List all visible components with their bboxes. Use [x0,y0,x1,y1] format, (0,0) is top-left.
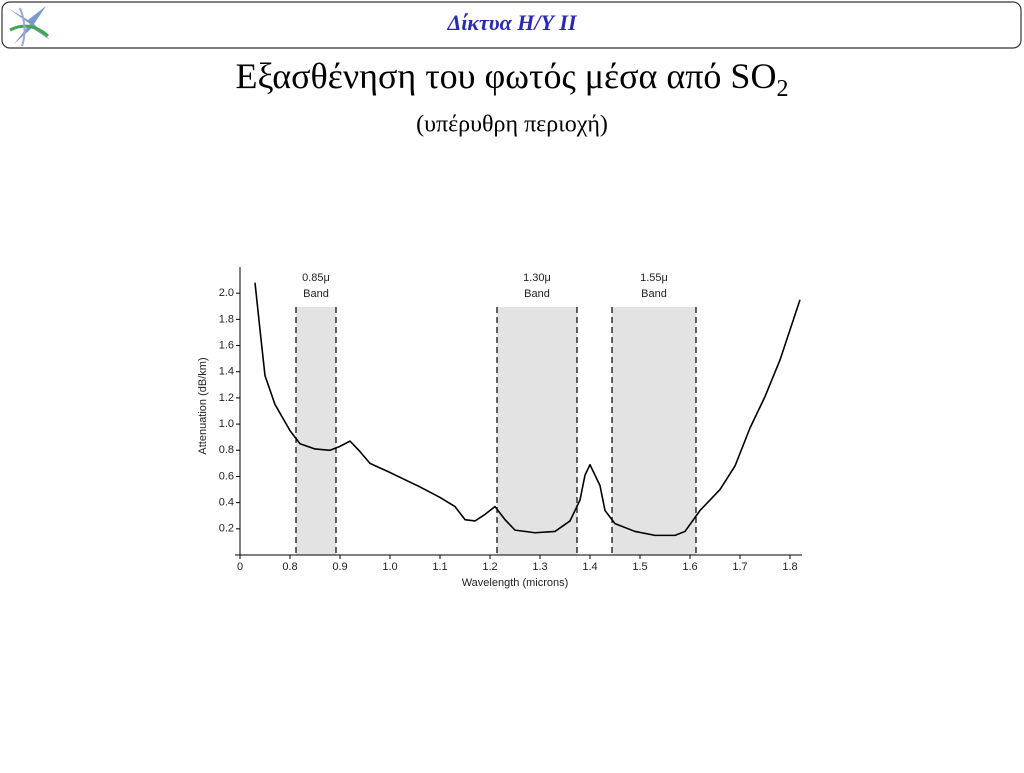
y-tick-label: 0.4 [219,497,234,509]
x-axis-label: Wavelength (microns) [462,577,569,589]
band-label: 0.85μ [302,272,330,284]
title-text: Εξασθένηση του φωτός μέσα από SO [236,56,777,96]
header-box [1,1,1022,49]
title-subscript: 2 [776,76,788,102]
band-label: 1.30μ [523,272,551,284]
band-label: 1.55μ [640,272,668,284]
x-tick-label: 0.9 [332,561,347,573]
band-label: Band [524,288,550,300]
band [497,307,577,555]
y-tick-label: 0.2 [219,523,234,535]
chart: 0.85μ Band 1.30μ Band 1.55μ Band 0.2 0.4 0.6 0.8 1… [197,267,802,589]
logo [8,6,50,47]
y-tick-label: 1.2 [219,392,234,404]
x-tick-label: 1.3 [532,561,547,573]
x-tick-label: 1.6 [682,561,697,573]
y-tick-label: 0.6 [219,470,234,482]
x-tick-label: 1.0 [382,561,397,573]
y-tick-label: 1.4 [219,366,234,378]
y-axis-label: Attenuation (dB/km) [197,357,209,454]
x-tick-label: 1.5 [632,561,647,573]
y-tick-label: 1.0 [219,418,234,430]
x-tick-label: 0 [237,561,243,573]
slide-subtitle: (υπέρυθρη περιοχή) [416,112,608,138]
header-title: Δίκτυα Η/Υ ΙΙ [446,10,577,35]
band [612,307,696,555]
y-tick-label: 0.8 [219,444,234,456]
band-label: Band [303,288,329,300]
x-tick-label: 1.1 [432,561,447,573]
x-tick-label: 1.2 [482,561,497,573]
x-tick-label: 0.8 [282,561,297,573]
slide-title: Εξασθένηση του φωτός μέσα από SO2 [236,56,789,101]
y-tick-label: 1.6 [219,339,234,351]
band [296,307,336,555]
attenuation-curve [254,282,801,537]
band-label: Band [641,288,667,300]
x-tick-label: 1.7 [732,561,747,573]
x-tick-label: 1.8 [782,561,797,573]
x-tick-label: 1.4 [582,561,597,573]
y-tick-label: 1.8 [219,313,234,325]
y-tick-label: 2.0 [219,287,234,299]
